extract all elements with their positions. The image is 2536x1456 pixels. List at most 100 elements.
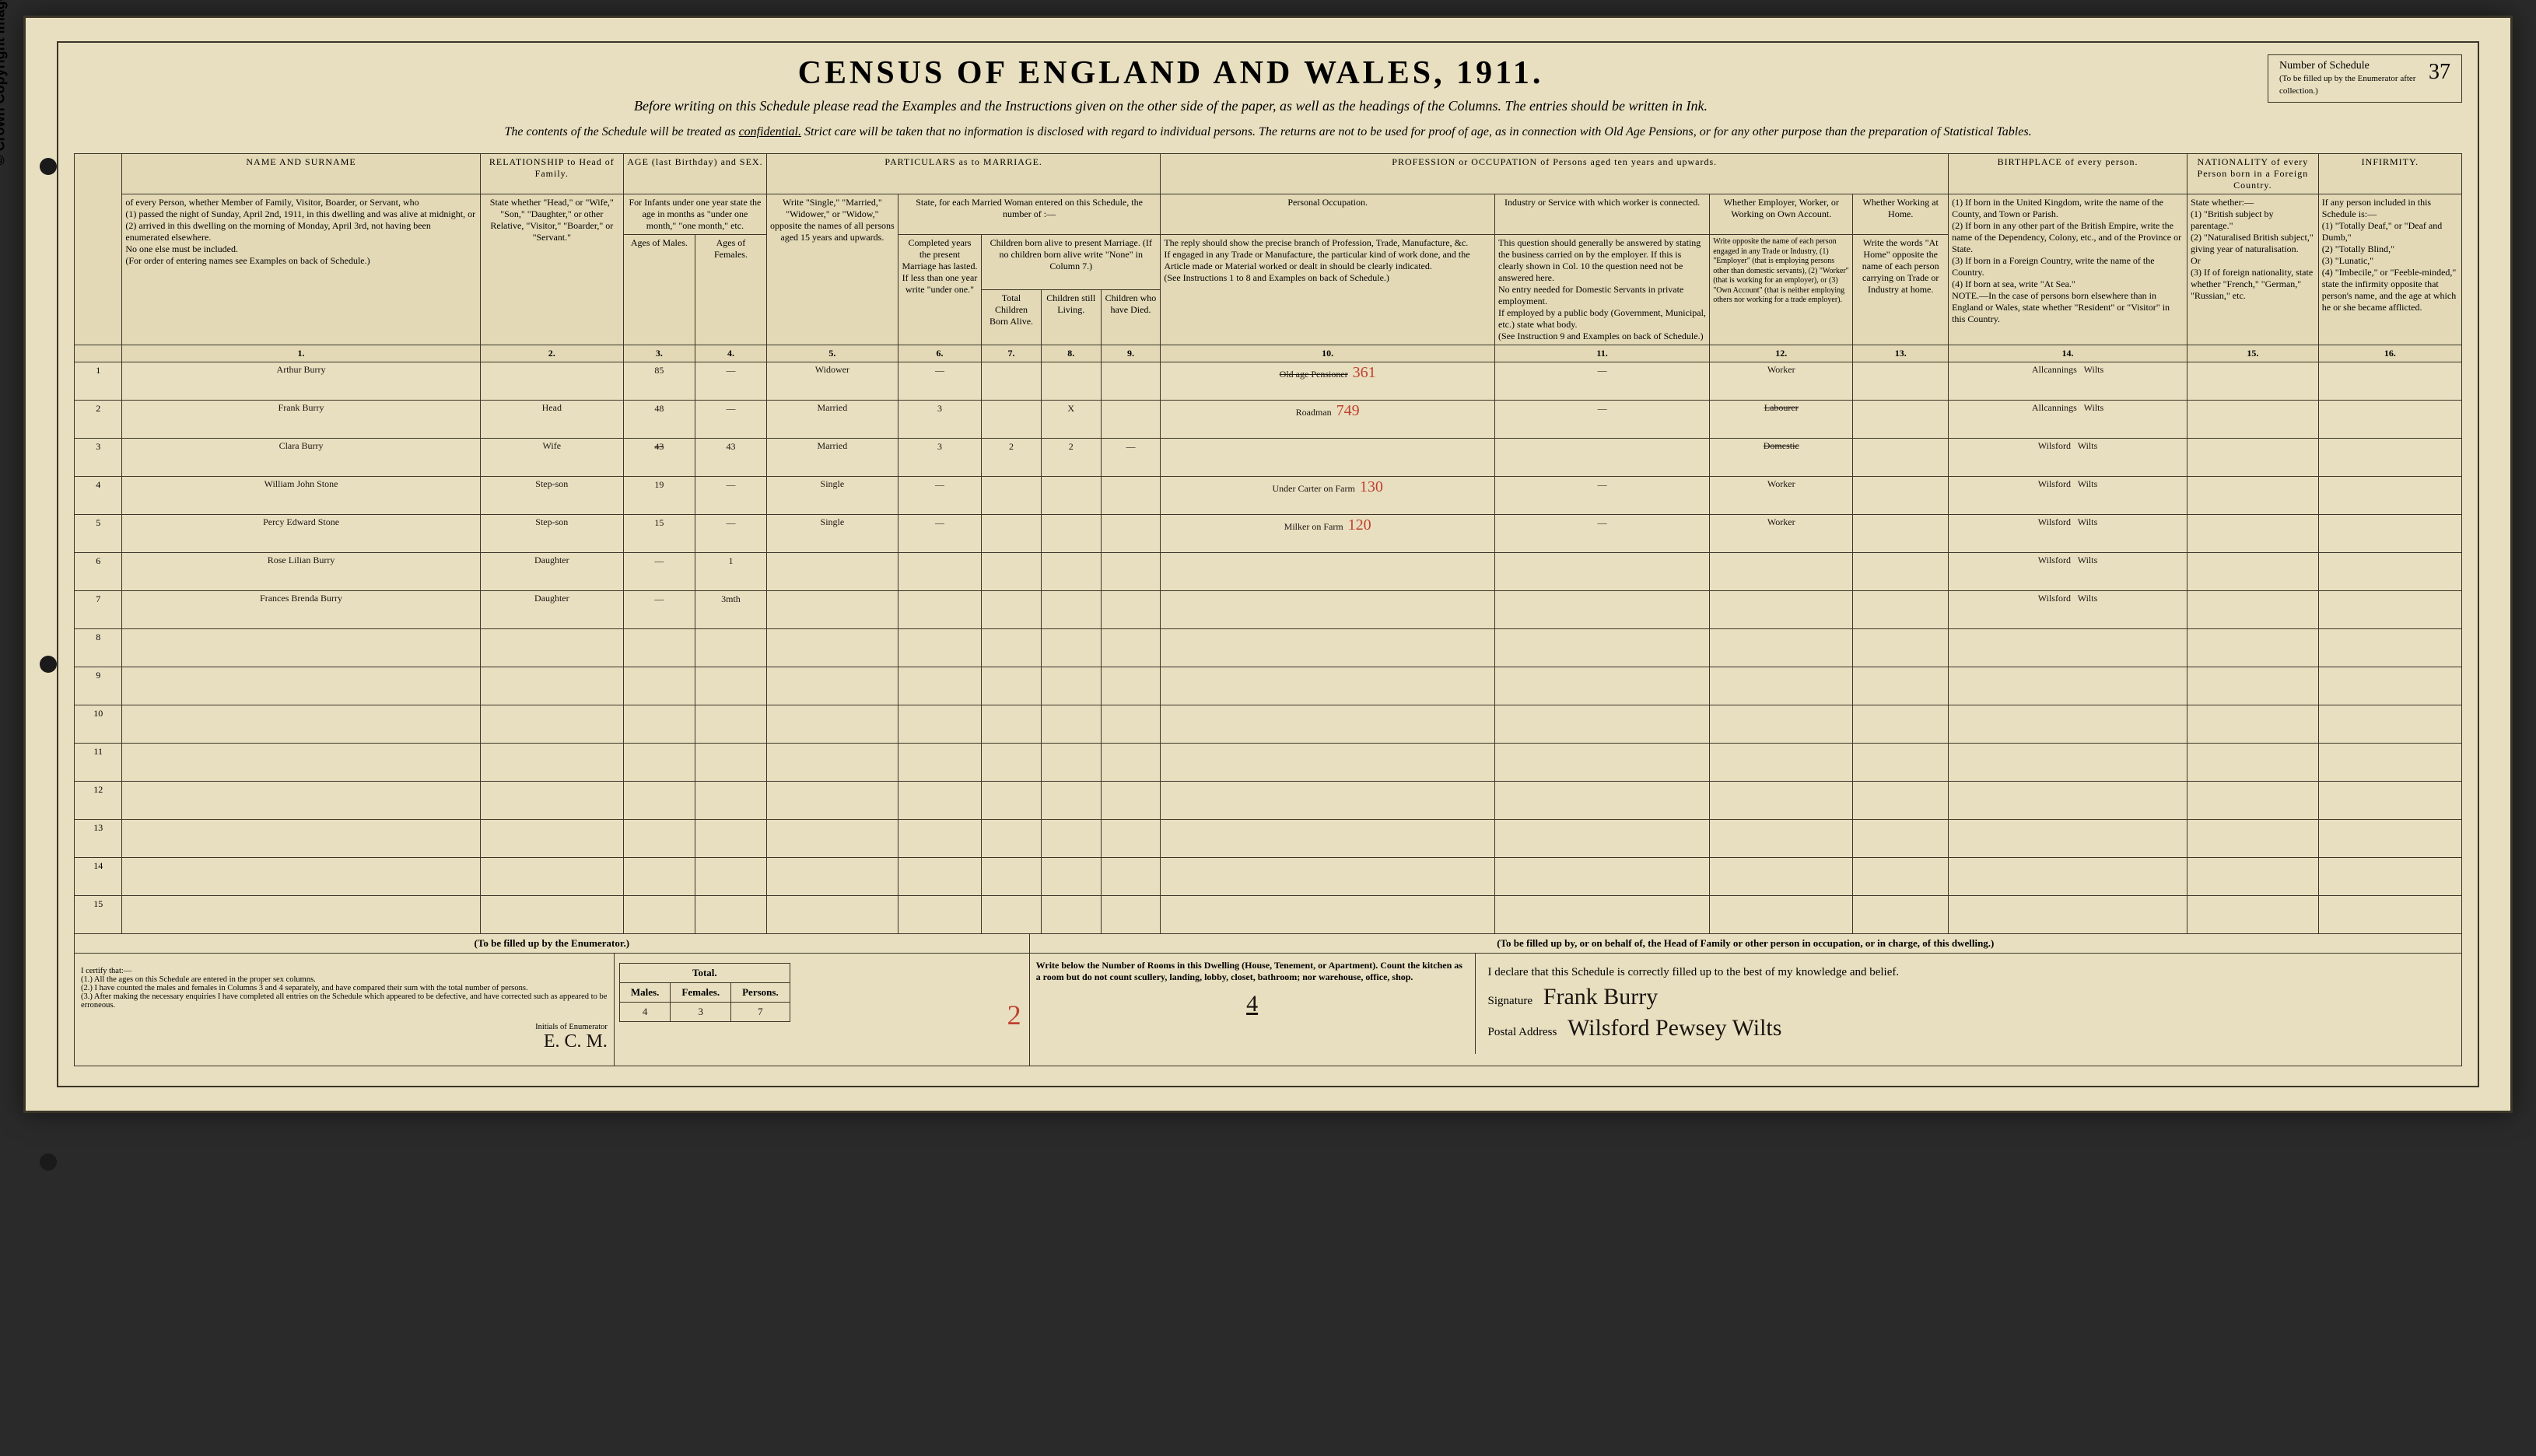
signature: Frank Burry <box>1543 984 1658 1010</box>
cell-empty <box>2318 858 2461 896</box>
sub-occ-industry-h: Industry or Service with which worker is… <box>1495 194 1710 235</box>
cell-age-male: 43 <box>623 439 695 477</box>
enum-initials: E. C. M. <box>544 1031 608 1052</box>
cell-years-married: — <box>898 362 981 401</box>
cell-children-died <box>1101 553 1161 591</box>
table-row: 1Arthur Burry85—Widower—Old age Pensione… <box>75 362 2462 401</box>
cell-empty <box>1041 782 1101 820</box>
cell-age-female: — <box>695 515 766 553</box>
cell-empty <box>1041 629 1101 667</box>
sub-ch-total: Total Children Born Alive. <box>982 290 1042 345</box>
cell-birthplace: Allcannings Wilts <box>1949 362 2187 401</box>
cell-empty <box>1949 896 2187 934</box>
cell-empty <box>2187 820 2318 858</box>
cell-empty <box>982 858 1042 896</box>
cell-children-total <box>982 362 1042 401</box>
cell-empty <box>982 896 1042 934</box>
cell-empty <box>2187 629 2318 667</box>
rooms-value: 4 <box>1036 991 1469 1017</box>
sub-maryears: Completed years the present Marriage has… <box>898 235 981 345</box>
cell-home <box>1853 401 1949 439</box>
row-number: 14 <box>75 858 122 896</box>
cell-empty <box>1949 744 2187 782</box>
cell-empty <box>122 744 480 782</box>
cell-empty <box>2187 858 2318 896</box>
cell-age-female: — <box>695 477 766 515</box>
cell-empty <box>1041 820 1101 858</box>
cell-industry: — <box>1495 515 1710 553</box>
conf-b: confidential. <box>739 125 801 138</box>
table-row-empty: 13 <box>75 820 2462 858</box>
h-name: NAME AND SURNAME <box>122 154 480 194</box>
totals-box: Total. Males. Females. Persons. 4 3 <box>615 954 1029 1066</box>
cell-home <box>1853 591 1949 629</box>
cell-industry: — <box>1495 362 1710 401</box>
cell-empty <box>623 782 695 820</box>
cell-empty <box>122 896 480 934</box>
cell-infirmity <box>2318 401 2461 439</box>
cell-empty <box>122 858 480 896</box>
punch-hole <box>40 158 57 175</box>
schedule-label: Number of Schedule <box>2279 60 2370 72</box>
cell-empty <box>898 896 981 934</box>
cell-infirmity <box>2318 477 2461 515</box>
cell-empty <box>766 667 898 705</box>
cell-children-total <box>982 515 1042 553</box>
colnum-13: 13. <box>1853 345 1949 362</box>
cell-empty <box>480 896 623 934</box>
cell-empty <box>1495 667 1710 705</box>
sub-nationality: State whether:— (1) "British subject by … <box>2187 194 2318 345</box>
colnum-5: 5. <box>766 345 898 362</box>
colnum-9: 9. <box>1101 345 1161 362</box>
cell-infirmity <box>2318 362 2461 401</box>
cell-infirmity <box>2318 439 2461 477</box>
cell-name: Frances Brenda Burry <box>122 591 480 629</box>
cell-empty <box>982 667 1042 705</box>
cell-years-married: 3 <box>898 401 981 439</box>
cell-empty <box>898 629 981 667</box>
cell-empty <box>1041 667 1101 705</box>
title-block: CENSUS OF ENGLAND AND WALES, 1911. Befor… <box>74 54 2268 117</box>
cell-empty <box>1853 820 1949 858</box>
page-wrap: © Crown Copyright Images reproduced cour… <box>23 16 2513 1113</box>
cell-name: Arthur Burry <box>122 362 480 401</box>
schedule-sub: (To be filled up by the Enumerator after… <box>2279 74 2415 96</box>
schedule-number: 37 <box>2429 60 2450 85</box>
rooms-label: Write below the Number of Rooms in this … <box>1036 960 1462 982</box>
cell-infirmity <box>2318 591 2461 629</box>
inner-border: CENSUS OF ENGLAND AND WALES, 1911. Befor… <box>57 41 2479 1087</box>
cell-occupation: Roadman 749 <box>1161 401 1495 439</box>
cell-children-total: 2 <box>982 439 1042 477</box>
cell-name: William John Stone <box>122 477 480 515</box>
cell-empty <box>2318 667 2461 705</box>
title-row: CENSUS OF ENGLAND AND WALES, 1911. Befor… <box>74 54 2462 117</box>
cell-years-married: — <box>898 477 981 515</box>
initials-label: Initials of Enumerator <box>535 1023 608 1031</box>
h-nationality: NATIONALITY of every Person born in a Fo… <box>2187 154 2318 194</box>
cell-home <box>1853 477 1949 515</box>
cell-empty <box>2318 744 2461 782</box>
cell-empty <box>982 744 1042 782</box>
cell-empty <box>623 858 695 896</box>
cell-industry <box>1495 591 1710 629</box>
cell-marital: Single <box>766 477 898 515</box>
cell-nationality <box>2187 515 2318 553</box>
cell-empty <box>2187 744 2318 782</box>
cell-marital: Widower <box>766 362 898 401</box>
cell-empty <box>1853 705 1949 744</box>
cell-empty <box>766 858 898 896</box>
cell-birthplace: Wilsford Wilts <box>1949 591 2187 629</box>
cell-children-living <box>1041 362 1101 401</box>
cell-empty <box>623 705 695 744</box>
cell-empty <box>122 782 480 820</box>
table-row: 2Frank BurryHead48—Married3XRoadman 749—… <box>75 401 2462 439</box>
row-number: 5 <box>75 515 122 553</box>
cell-empty <box>766 705 898 744</box>
table-row-empty: 10 <box>75 705 2462 744</box>
cell-empty <box>982 629 1042 667</box>
cell-empty <box>1949 782 2187 820</box>
table-row: 5Percy Edward StoneStep-son15—Single—Mil… <box>75 515 2462 553</box>
cell-empty <box>1853 782 1949 820</box>
colnum-16: 16. <box>2318 345 2461 362</box>
h-infirmity: INFIRMITY. <box>2318 154 2461 194</box>
